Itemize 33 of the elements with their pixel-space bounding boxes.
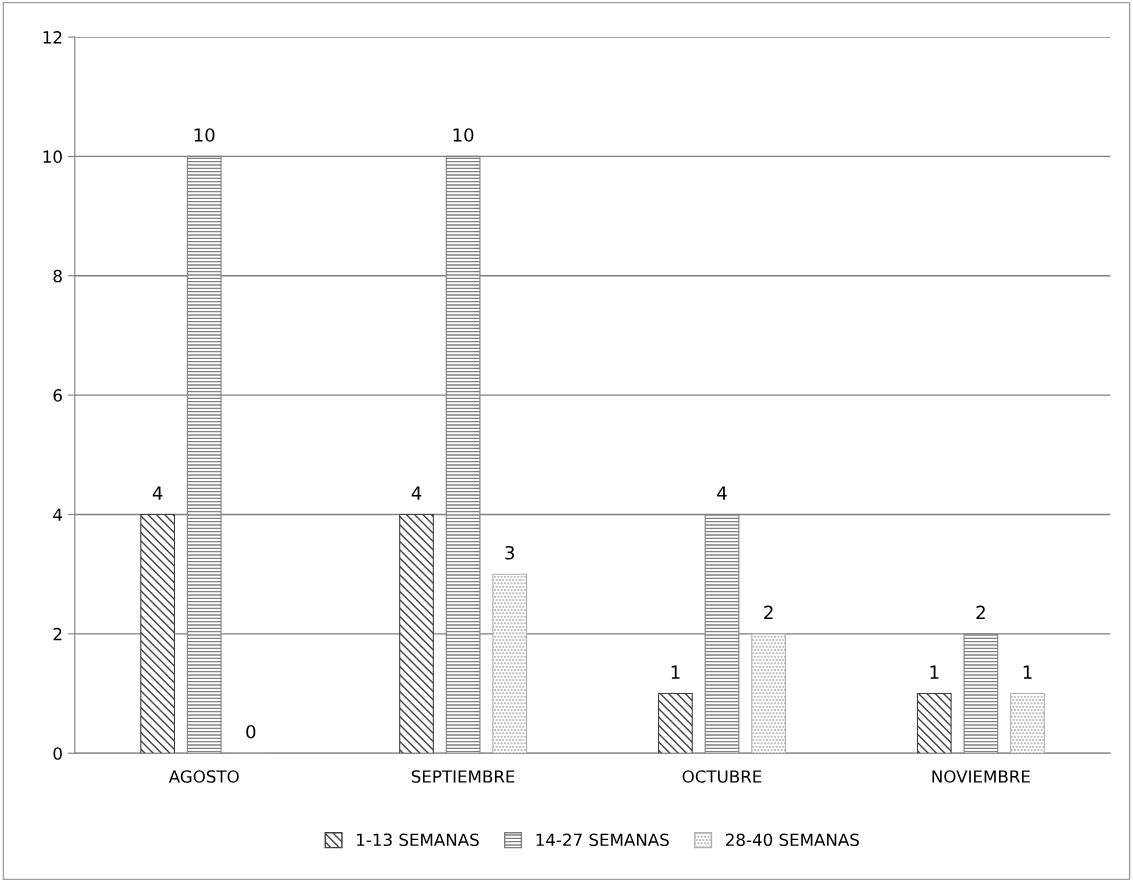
- data-label: 2: [764, 605, 773, 619]
- bar: [658, 692, 693, 754]
- y-tick-label: 10: [43, 150, 62, 163]
- bar: [1010, 692, 1045, 754]
- data-label: 10: [453, 128, 474, 142]
- data-label: 0: [246, 724, 256, 739]
- y-tick-label: 12: [43, 31, 62, 44]
- data-label: 4: [411, 486, 422, 500]
- data-label: 1: [930, 665, 939, 679]
- legend-label: 14-27 SEMANAS: [536, 833, 669, 847]
- y-tick-label: 4: [53, 508, 63, 521]
- bar: [751, 633, 786, 754]
- data-label: 3: [505, 545, 515, 560]
- legend-label: 1-13 SEMANAS: [357, 833, 479, 847]
- x-tick-label: NOVIEMBRE: [932, 770, 1030, 783]
- data-label: 1: [671, 665, 680, 679]
- legend-label: 28-40 SEMANAS: [726, 833, 859, 847]
- bar: [492, 573, 528, 754]
- bar: [140, 513, 176, 754]
- y-tick-label: 2: [53, 627, 62, 641]
- bar: [399, 513, 434, 754]
- x-tick-label: SEPTIEMBRE: [411, 770, 515, 783]
- bar: [916, 692, 952, 754]
- y-tick-label: 8: [53, 269, 62, 283]
- x-tick-label: OCTUBRE: [682, 770, 762, 783]
- data-label: 4: [717, 486, 727, 500]
- y-tick-label: 0: [53, 747, 62, 760]
- data-label: 1: [1023, 665, 1032, 679]
- data-label: 10: [194, 128, 215, 142]
- data-label: 2: [976, 605, 985, 619]
- y-tick-label: 6: [53, 389, 62, 402]
- x-tick-label: AGOSTO: [168, 770, 239, 783]
- data-label: 4: [152, 486, 163, 500]
